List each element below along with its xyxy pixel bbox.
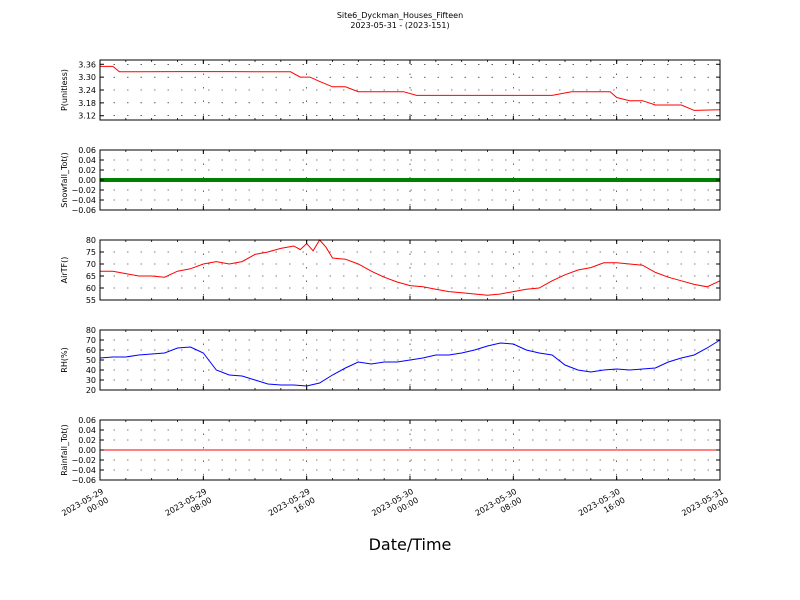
y-tick-label: 65 <box>86 272 96 281</box>
panel-frame <box>99 239 721 301</box>
y-tick-label: 80 <box>86 326 96 335</box>
panel-2: 0.060.040.020.00−0.02−0.04−0.06Snowfall_… <box>60 146 721 215</box>
y-tick-label: −0.04 <box>71 196 96 205</box>
chart-title-line1: Site6_Dyckman_Houses_Fifteen <box>336 11 464 20</box>
x-tick-label: 2023-05-2916:00 <box>267 487 317 527</box>
y-tick-label: 0.00 <box>78 176 96 185</box>
panel-frame <box>99 59 721 121</box>
y-tick-label: 70 <box>86 260 96 269</box>
y-tick-label: 70 <box>86 336 96 345</box>
panel-3: 80 75 70 65 60 55 AirTF() <box>60 236 721 305</box>
y-tick-label: −0.02 <box>71 186 96 195</box>
y-axis-label: Snowfall_Tot() <box>60 152 69 208</box>
panel-frame <box>99 149 721 211</box>
y-tick-label: 50 <box>86 356 96 365</box>
y-tick-label: 20 <box>86 386 96 395</box>
y-tick-label: 60 <box>86 284 96 293</box>
series-line-panel-4 <box>99 339 721 387</box>
x-tick-label: 2023-05-3016:00 <box>577 487 627 527</box>
y-tick-label: −0.06 <box>71 476 96 485</box>
y-tick-label: 0.02 <box>78 436 96 445</box>
y-tick-label: −0.06 <box>71 206 96 215</box>
y-tick-label: 30 <box>86 376 96 385</box>
y-tick-label: 0.06 <box>78 146 96 155</box>
x-tick-label: 2023-05-2900:00 <box>60 487 110 527</box>
panel-frame <box>99 419 721 481</box>
y-tick-label: 3.30 <box>78 73 96 82</box>
x-axis-label: Date/Time <box>369 535 452 554</box>
y-tick-label: −0.04 <box>71 466 96 475</box>
y-axis-label: AirTF() <box>60 257 69 284</box>
y-tick-label: 80 <box>86 236 96 245</box>
x-tick-label: 2023-05-3008:00 <box>474 487 524 527</box>
x-tick-label: 2023-05-2908:00 <box>164 487 214 527</box>
y-tick-label: 0.04 <box>78 156 96 165</box>
y-tick-label: 40 <box>86 366 96 375</box>
series-line-panel-1 <box>100 65 721 111</box>
y-tick-label: 3.36 <box>78 60 96 69</box>
y-tick-label: 0.04 <box>78 426 96 435</box>
y-tick-label: 75 <box>86 248 96 257</box>
y-axis-label: RH(%) <box>60 347 69 372</box>
y-tick-label: 0.02 <box>78 166 96 175</box>
y-tick-label: 3.18 <box>78 99 96 108</box>
y-tick-label: 55 <box>86 296 96 305</box>
panel-1: 3.36 3.30 3.24 3.18 3.12 P(unitless) <box>60 59 721 121</box>
y-tick-label: −0.02 <box>71 456 96 465</box>
y-tick-label: 0.06 <box>78 416 96 425</box>
panel-5: 0.060.040.020.00−0.02−0.04−0.06Rainfall_… <box>60 416 721 485</box>
y-tick-label: 3.12 <box>78 112 96 121</box>
series-line-panel-3 <box>100 239 721 296</box>
y-tick-label: 3.24 <box>78 86 96 95</box>
y-tick-label: 0.00 <box>78 446 96 455</box>
chart-title: Site6_Dyckman_Houses_Fifteen 2023-05-31 … <box>0 11 800 31</box>
y-axis-label: Rainfall_Tot() <box>60 424 69 476</box>
x-tick-label: 2023-05-3000:00 <box>370 487 420 527</box>
panel-frame <box>99 329 721 391</box>
y-axis-label: P(unitless) <box>60 69 69 111</box>
chart-title-line2: 2023-05-31 - (2023-151) <box>350 21 450 30</box>
x-tick-label: 2023-05-3100:00 <box>680 487 730 527</box>
y-tick-label: 60 <box>86 346 96 355</box>
